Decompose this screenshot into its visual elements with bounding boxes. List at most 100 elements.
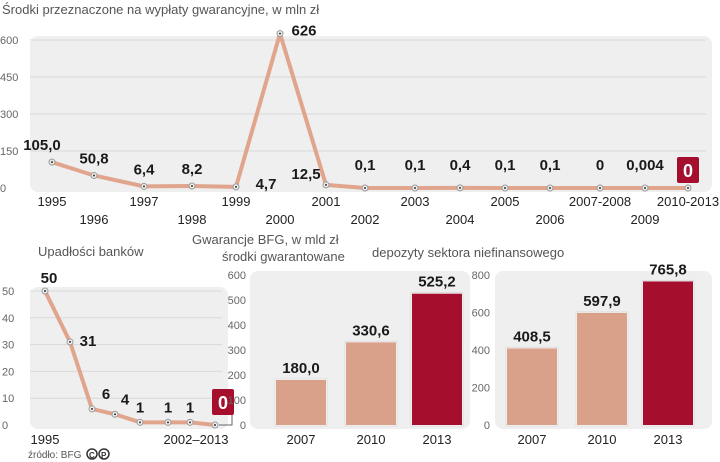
chart1-data-label: 105,0	[23, 137, 61, 154]
chart1-point-center	[325, 183, 327, 186]
chart3-ytick: 600	[228, 270, 246, 282]
chart1-ytick: 150	[0, 146, 18, 158]
chart1-point-center	[504, 186, 506, 189]
chart1-xtick: 2003	[401, 194, 430, 209]
chart3-ytick: 500	[228, 295, 246, 307]
chart1-title: Środki przeznaczone na wypłaty gwarancyj…	[2, 2, 319, 17]
chart3-data-label: 330,6	[352, 322, 390, 339]
chart1-xtick: 1997	[130, 194, 159, 209]
chart2-ytick: 30	[2, 340, 14, 352]
chart3-ytick: 200	[228, 370, 246, 382]
chart2-xtick: 2002–2013	[163, 432, 228, 447]
chart2-point-center	[44, 290, 46, 292]
chart4-ytick: 0	[484, 420, 490, 432]
chart2-xtick: 1995	[31, 432, 60, 447]
chart1-xtick: 2002	[351, 212, 380, 227]
chart4-data-label: 408,5	[513, 328, 551, 345]
chart2-point-center	[114, 413, 116, 416]
chart4-ytick: 600	[472, 308, 490, 320]
chart1-point-center	[279, 32, 281, 35]
chart2-ytick: 20	[2, 366, 14, 378]
chart2-ytick: 0	[2, 420, 8, 432]
chart3-ytick: 100	[228, 395, 246, 407]
chart3-data-label: 525,2	[418, 274, 456, 291]
chart1-point-center	[644, 186, 646, 189]
chart1-data-label: 0,1	[355, 157, 376, 174]
svg-text:P: P	[101, 451, 107, 460]
chart2-data-label: 50	[41, 270, 58, 287]
chart4-bar	[643, 281, 693, 425]
chart2-plot-area	[30, 287, 228, 429]
chart3-bar	[412, 293, 462, 425]
chart1-data-label: 6,4	[134, 161, 156, 178]
chart2-data-label: 6	[102, 386, 110, 403]
chart1-ytick: 600	[0, 35, 18, 47]
chart2-data-label: 4	[121, 391, 130, 408]
chart2-data-label: 1	[186, 399, 194, 416]
chart1-point-center	[459, 186, 461, 189]
chart2-point-center	[189, 421, 191, 424]
chart2-highlight-label: 0	[218, 393, 228, 413]
chart1-xtick: 2010-2013	[657, 194, 719, 209]
chart4-ytick: 800	[472, 270, 490, 282]
chart1-xtick: 2006	[536, 212, 565, 227]
chart2-point-center	[69, 340, 71, 343]
chart1-xtick: 2005	[491, 194, 520, 209]
chart2-data-label: 1	[164, 399, 172, 416]
chart3-xtick: 2013	[423, 432, 452, 447]
chart2-data-label: 1	[136, 399, 144, 416]
chart2-point-center	[167, 421, 169, 424]
chart1-data-label: 626	[291, 23, 316, 40]
chart1-xtick: 2004	[446, 212, 475, 227]
chart1-xtick: 1999	[222, 194, 251, 209]
chart4-xtick: 2013	[654, 432, 683, 447]
chart1-xtick: 1998	[178, 212, 207, 227]
chart1-xtick: 2000	[266, 212, 295, 227]
chart3-ytick: 400	[228, 320, 246, 332]
chart3-ytick: 0	[240, 420, 246, 432]
chart3-title: Gwarancje BFG, w mld zł	[192, 232, 339, 247]
chart1-ytick: 300	[0, 109, 18, 121]
chart1-point-center	[687, 187, 689, 189]
chart1-xtick: 2009	[631, 212, 660, 227]
chart1-point-center	[235, 185, 237, 188]
chart4-data-label: 597,9	[583, 293, 621, 310]
chart2-point-center	[91, 407, 93, 410]
chart1-point-center	[93, 174, 95, 177]
source-note: źródło: BFG	[28, 450, 82, 461]
chart4-bar	[507, 348, 557, 425]
chart4-xtick: 2010	[588, 432, 617, 447]
chart1-data-label: 0,4	[450, 157, 472, 174]
chart2-ytick: 40	[2, 313, 14, 325]
chart1-point-center	[414, 186, 416, 189]
chart2-title: Upadłości banków	[38, 244, 144, 259]
chart1-point-center	[51, 161, 53, 164]
chart1-xtick: 2007-2008	[569, 194, 631, 209]
chart2-point-center	[139, 421, 141, 424]
chart3-ytick: 300	[228, 345, 246, 357]
chart3-xtick: 2010	[357, 432, 386, 447]
chart1-point-center	[549, 186, 551, 189]
chart1-data-label: 0	[596, 157, 604, 174]
chart2-point-center	[214, 424, 216, 426]
chart1-data-label: 8,2	[182, 161, 203, 178]
chart3-xtick: 2007	[287, 432, 316, 447]
chart1-point-center	[143, 185, 145, 188]
chart1-data-label: 50,8	[79, 150, 108, 167]
copyright-logo: C P	[86, 448, 110, 460]
chart1-data-label: 0,004	[626, 157, 664, 174]
chart2-series-line	[43, 290, 216, 427]
chart3-bar	[346, 342, 396, 425]
chart2-highlight-box	[212, 389, 234, 415]
chart3-bar	[276, 380, 326, 425]
chart2-ytick: 50	[2, 286, 14, 298]
chart1-xtick: 1996	[80, 212, 109, 227]
svg-text:C: C	[89, 451, 95, 460]
chart1-highlight-box	[677, 157, 699, 183]
chart1-xtick: 2001	[312, 194, 341, 209]
chart1-data-label: 4,7	[256, 176, 277, 193]
chart1-ytick: 0	[0, 183, 6, 195]
chart1-data-label: 0,1	[405, 157, 426, 174]
chart3-data-label: 180,0	[282, 360, 320, 377]
